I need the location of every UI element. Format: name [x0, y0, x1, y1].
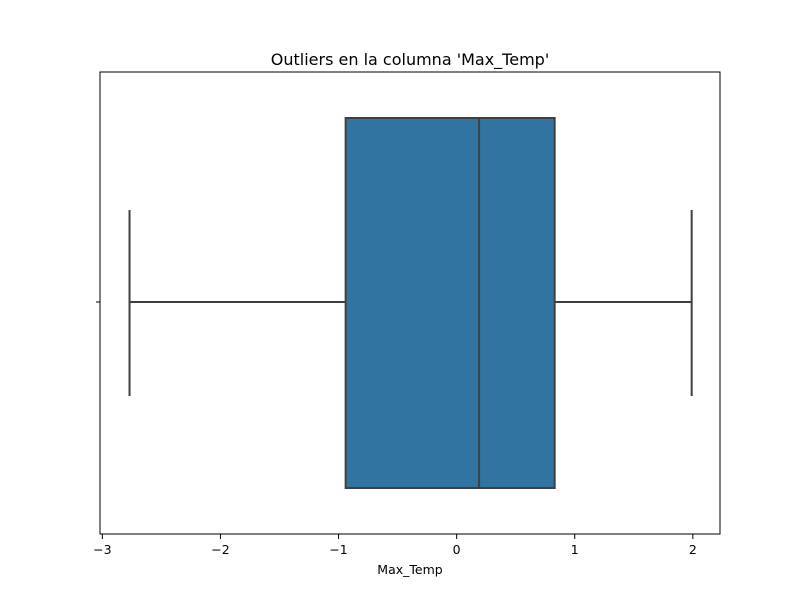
plot-frame — [99, 71, 721, 535]
x-tick-label: −1 — [329, 542, 347, 557]
x-tick-label: 1 — [571, 542, 579, 557]
x-tick-label: −3 — [93, 542, 111, 557]
x-tick-label: 0 — [453, 542, 461, 557]
plot-area — [128, 117, 693, 489]
x-tick-label: −2 — [211, 542, 229, 557]
x-tick-label: 2 — [689, 542, 697, 557]
x-axis: −3 −2 −1 0 1 2 — [93, 301, 697, 557]
chart-title: Outliers en la columna 'Max_Temp' — [271, 50, 549, 70]
x-axis-label: Max_Temp — [377, 562, 442, 577]
iqr-box — [344, 117, 556, 489]
